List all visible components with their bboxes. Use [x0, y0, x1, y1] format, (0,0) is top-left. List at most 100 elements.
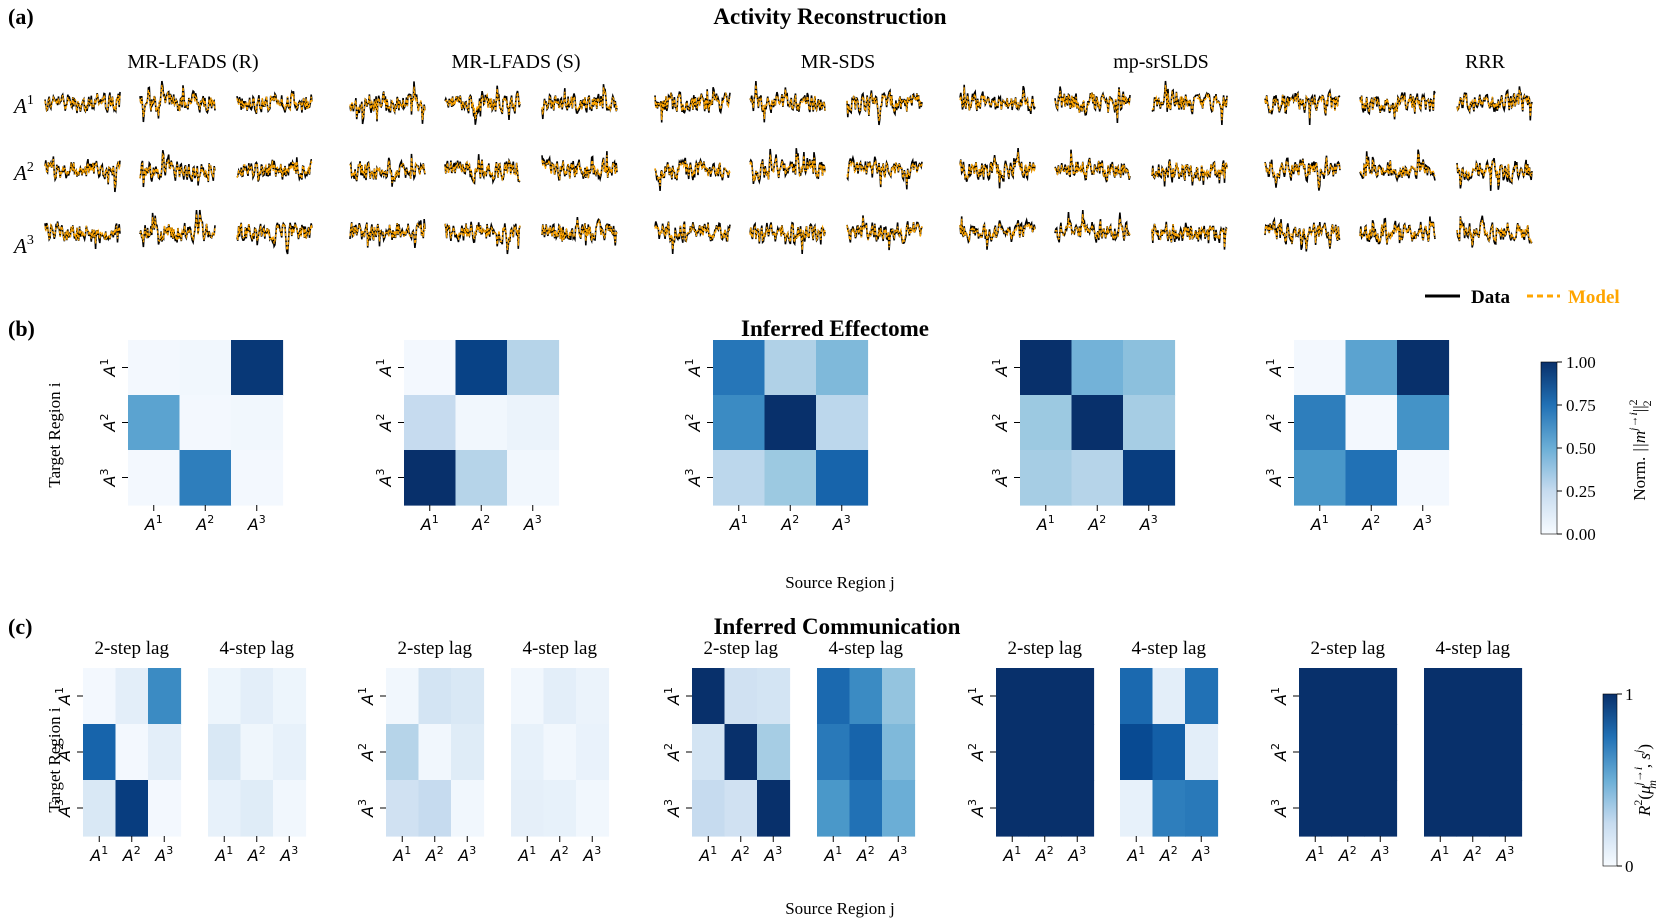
- communication-cell-5-1-1-3: [1364, 668, 1398, 725]
- communication-cell-2-2-2-1: [511, 724, 545, 781]
- effectome-colorbar-tick-label: 0.75: [1566, 396, 1596, 415]
- communication-cell-2-2-1-2: [543, 668, 577, 725]
- effectome-cell-1-2-3: [231, 395, 284, 451]
- model-trace-3-1-1: [654, 90, 731, 121]
- row-label-a1: A1: [12, 93, 34, 118]
- lag-title: 2-step lag: [1311, 638, 1386, 659]
- model-trace-2-1-2: [444, 88, 521, 120]
- communication-cell-1-1-1-1: [83, 668, 117, 725]
- panel-b-title: Inferred Effectome: [741, 316, 929, 341]
- communication-cell-3-2-2-1: [817, 724, 851, 781]
- model-trace-4-3-1: [959, 218, 1036, 247]
- lag-title: 2-step lag: [1008, 638, 1083, 659]
- communication-cell-5-1-2-1: [1299, 724, 1333, 781]
- legend-model-label: Model: [1568, 287, 1620, 308]
- communication-xtick-label: A2: [1035, 844, 1054, 865]
- data-trace-4-1-2: [1054, 86, 1131, 124]
- panel-c-ylabel: Target Region i: [45, 707, 64, 812]
- model-trace-3-3-1: [654, 221, 731, 250]
- communication-cell-4-2-2-1: [1120, 724, 1154, 781]
- lag-title: 4-step lag: [220, 638, 295, 659]
- effectome-colorbar-tick-label: 0.00: [1566, 525, 1596, 544]
- effectome-xtick-label: A2: [1361, 513, 1380, 534]
- effectome-ytick-label: A3: [990, 469, 1011, 488]
- effectome-ytick-label: A3: [683, 469, 704, 488]
- model-trace-1-1-3: [236, 92, 313, 114]
- communication-xtick-label: A1: [1002, 844, 1021, 865]
- communication-cell-4-2-1-2: [1152, 668, 1186, 725]
- data-trace-1-2-3: [236, 157, 313, 182]
- communication-cell-2-2-3-1: [511, 780, 545, 837]
- model-trace-5-2-1: [1264, 157, 1341, 188]
- communication-heatmaps: 2-step lag A1 A2 A3 A1 A2 A3 4-step lag A1 A2 A3 2-…: [53, 638, 1523, 865]
- model-trace-2-2-2: [444, 159, 521, 184]
- communication-xtick-label: A1: [1430, 844, 1449, 865]
- model-trace-4-1-2: [1054, 89, 1131, 119]
- model-trace-5-1-3: [1456, 89, 1532, 117]
- effectome-cell-5-3-2: [1345, 450, 1398, 506]
- effectome-cell-2-2-3: [507, 395, 560, 451]
- communication-cell-1-2-3-1: [208, 780, 242, 837]
- communication-cell-1-2-1-2: [240, 668, 274, 725]
- communication-xtick-label: A2: [856, 844, 875, 865]
- communication-cell-5-1-3-2: [1331, 780, 1365, 837]
- model-trace-2-3-3: [541, 218, 618, 243]
- communication-cell-1-1-1-3: [148, 668, 182, 725]
- model-trace-3-2-1: [654, 160, 731, 186]
- effectome-cell-5-3-1: [1294, 450, 1347, 506]
- communication-cell-4-2-1-3: [1185, 668, 1219, 725]
- communication-cell-4-1-2-2: [1028, 724, 1062, 781]
- communication-ytick-label: A3: [356, 799, 377, 818]
- communication-xtick-label: A1: [392, 844, 411, 865]
- communication-cell-1-1-3-1: [83, 780, 117, 837]
- communication-ytick-label: A1: [1269, 687, 1290, 706]
- effectome-cell-1-1-1: [128, 340, 181, 396]
- data-trace-2-1-2: [444, 85, 521, 125]
- effectome-ytick-label: A2: [1264, 414, 1285, 433]
- communication-cell-3-1-1-1: [692, 668, 726, 725]
- effectome-cell-2-3-3: [507, 450, 560, 506]
- effectome-cell-2-1-2: [455, 340, 508, 396]
- communication-cell-3-1-3-1: [692, 780, 726, 837]
- model-trace-1-3-1: [44, 222, 121, 244]
- effectome-cell-4-2-2: [1071, 395, 1124, 451]
- effectome-xtick-label: A3: [1413, 513, 1432, 534]
- effectome-xtick-label: A3: [523, 513, 542, 534]
- communication-cell-2-2-2-2: [543, 724, 577, 781]
- communication-cell-5-1-2-3: [1364, 724, 1398, 781]
- communication-cell-3-2-2-3: [882, 724, 916, 781]
- communication-cell-2-2-3-2: [543, 780, 577, 837]
- data-trace-5-3-2: [1359, 216, 1436, 245]
- communication-colorbar-label: R2(μj→im, sj): [1631, 744, 1659, 817]
- communication-ytick-label: A3: [966, 799, 987, 818]
- model-trace-5-2-3: [1456, 160, 1533, 186]
- method-title-2: MR-LFADS (S): [451, 51, 580, 73]
- model-trace-2-3-1: [349, 222, 426, 246]
- communication-cell-5-2-1-2: [1456, 668, 1490, 725]
- communication-xtick-label: A3: [763, 844, 782, 865]
- communication-cell-3-2-1-1: [817, 668, 851, 725]
- effectome-cell-3-2-3: [816, 395, 869, 451]
- communication-cell-1-1-2-1: [83, 724, 117, 781]
- panel-c-label: (c): [8, 614, 32, 639]
- effectome-colorbar-tick-label: 0.50: [1566, 439, 1596, 458]
- communication-cell-3-2-3-2: [849, 780, 883, 837]
- communication-cell-5-2-2-2: [1456, 724, 1490, 781]
- effectome-ytick-label: A1: [683, 359, 704, 378]
- effectome-cell-5-2-3: [1397, 395, 1450, 451]
- communication-cell-1-2-1-1: [208, 668, 242, 725]
- communication-cell-1-1-2-2: [115, 724, 149, 781]
- communication-cell-4-1-1-3: [1061, 668, 1095, 725]
- effectome-ytick-label: A2: [98, 414, 119, 433]
- effectome-cell-3-2-1: [713, 395, 766, 451]
- effectome-xtick-label: A3: [832, 513, 851, 534]
- effectome-ytick-label: A1: [990, 359, 1011, 378]
- lag-title: 4-step lag: [523, 638, 598, 659]
- effectome-cell-4-1-2: [1071, 340, 1124, 396]
- panel-b-label: (b): [8, 316, 35, 341]
- model-trace-4-2-3: [1151, 161, 1228, 183]
- model-trace-2-3-2: [444, 223, 521, 251]
- model-trace-5-1-1: [1264, 92, 1341, 119]
- model-trace-1-1-1: [44, 93, 121, 113]
- communication-cell-3-2-1-2: [849, 668, 883, 725]
